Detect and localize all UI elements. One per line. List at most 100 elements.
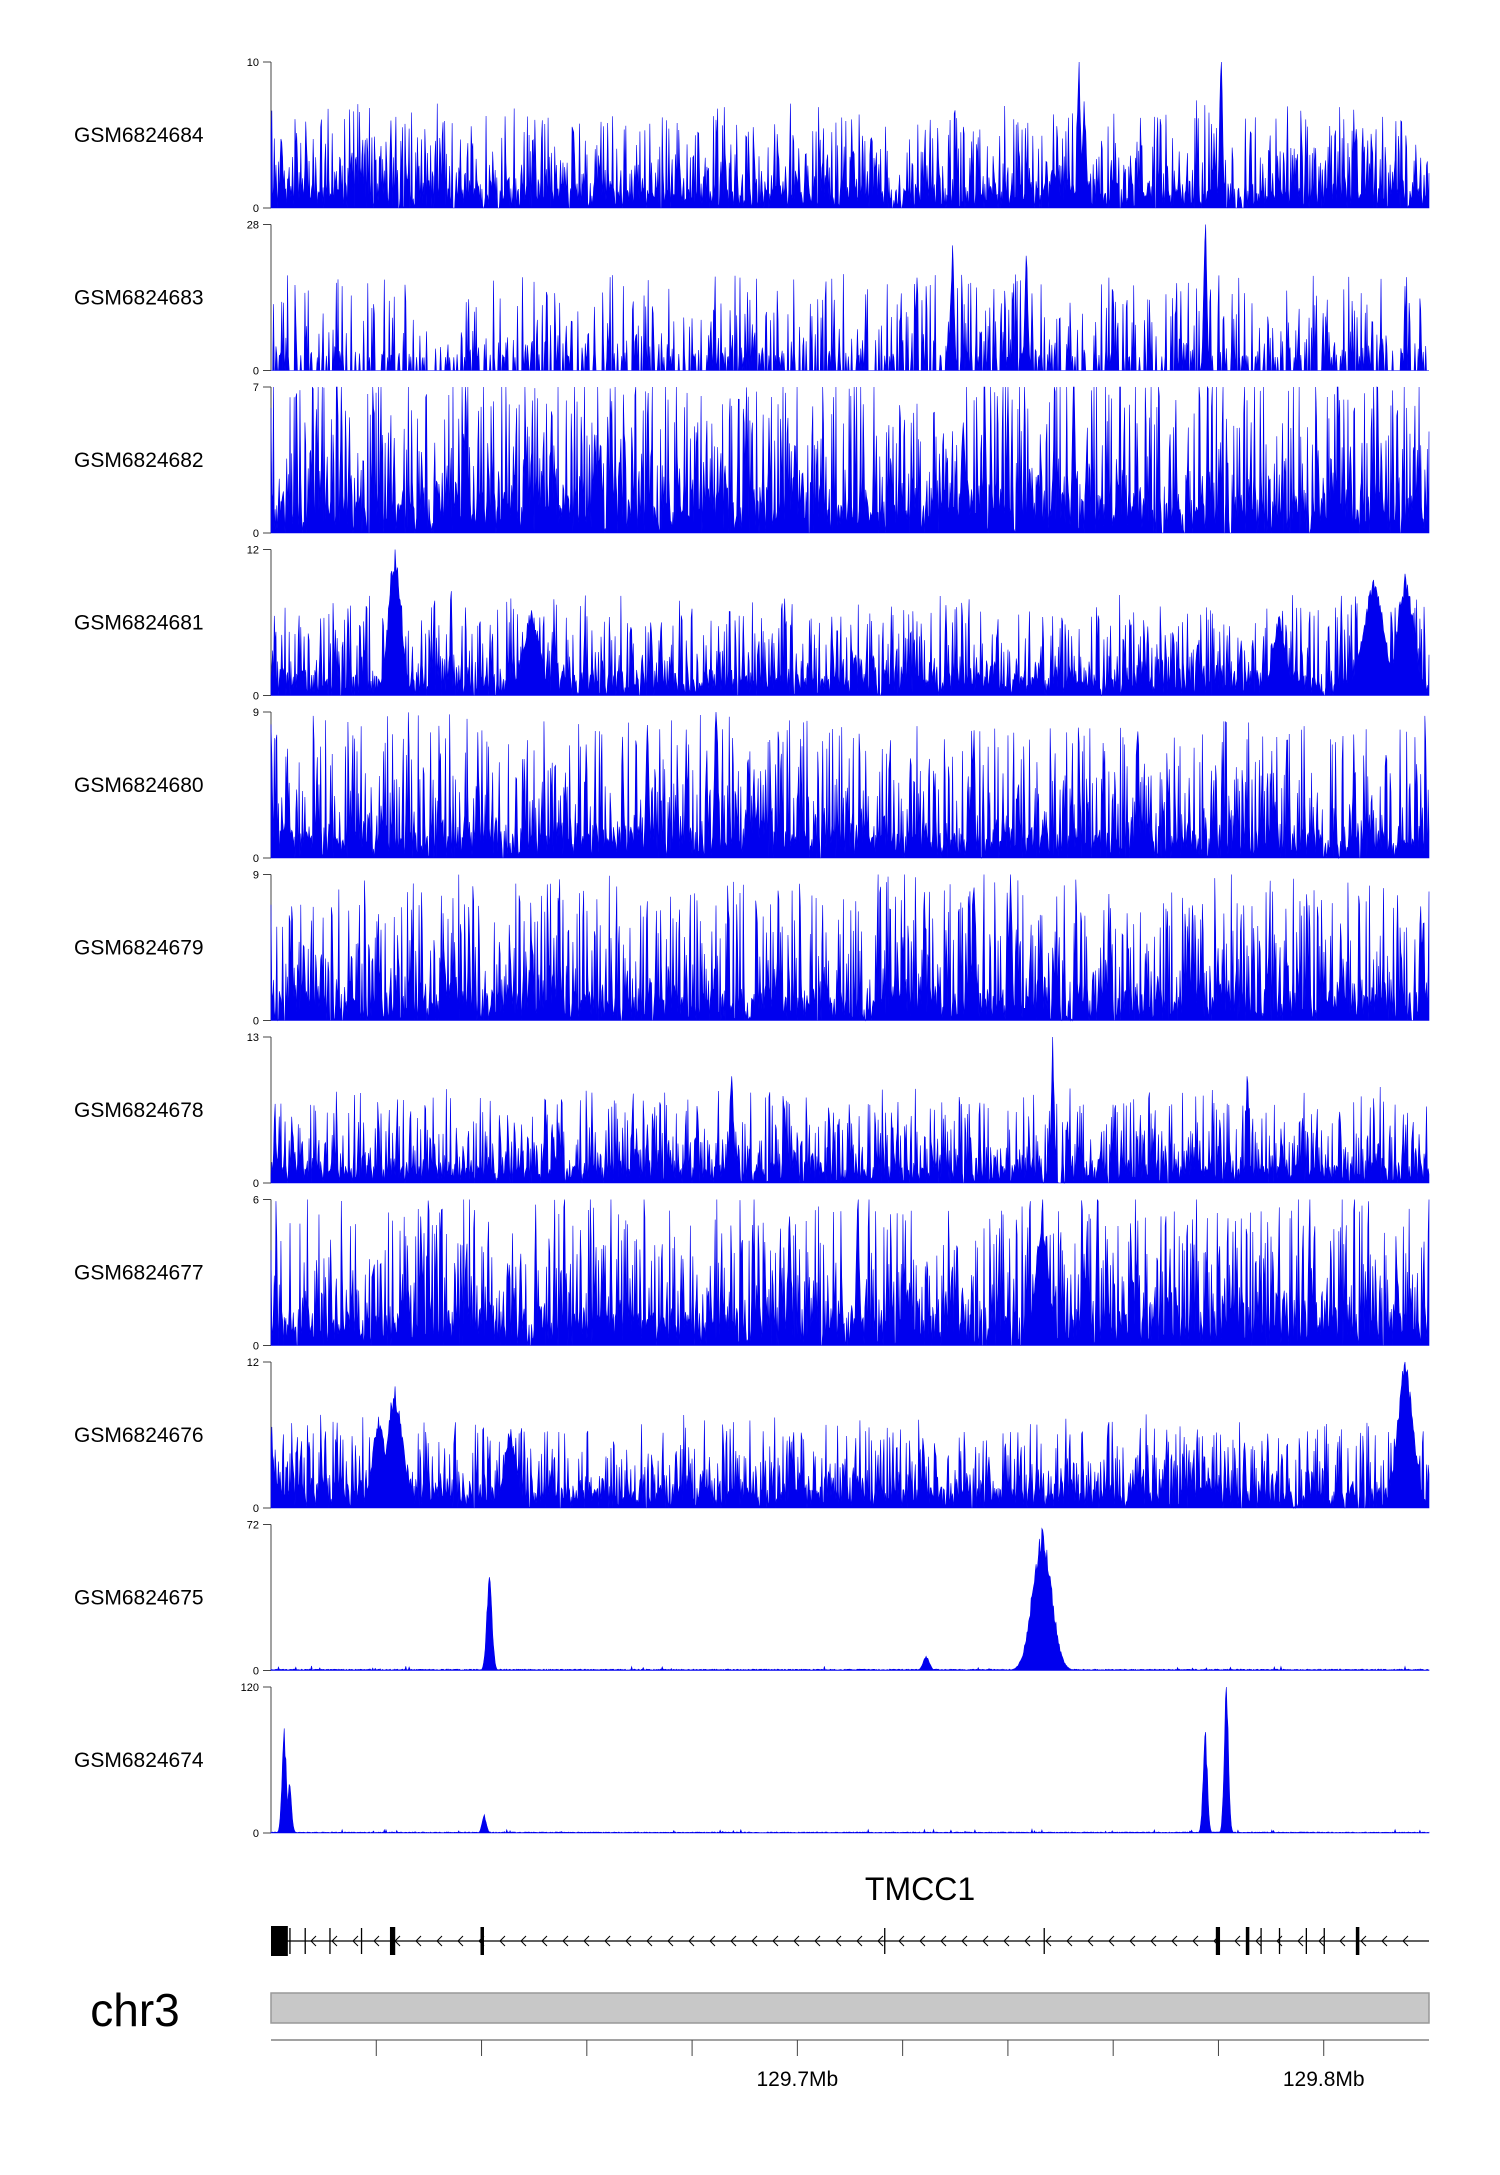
y-tick-label-min: 0	[253, 366, 259, 378]
strand-arrow	[1297, 1935, 1304, 1947]
coverage-area	[270, 549, 1430, 697]
strand-arrow	[1402, 1935, 1409, 1947]
strand-arrow	[310, 1935, 317, 1947]
track-GSM6824682: GSM6824682 7 0	[74, 382, 1430, 540]
y-tick-label-max: 28	[247, 220, 259, 232]
strand-arrow	[415, 1935, 422, 1947]
exon	[1245, 1927, 1250, 1955]
strand-arrow	[688, 1935, 695, 1947]
genomic-axis: 129.7Mb 129.8Mb	[271, 2039, 1429, 2091]
strand-arrow	[856, 1935, 863, 1947]
track-label: GSM6824675	[74, 1587, 204, 1610]
strand-arrow	[793, 1935, 800, 1947]
track-label: GSM6824680	[74, 774, 204, 797]
strand-arrow	[1171, 1935, 1178, 1947]
exon	[389, 1927, 396, 1955]
coverage-area	[270, 1361, 1430, 1510]
track-GSM6824684: GSM6824684 10 0	[74, 57, 1430, 215]
coverage-area	[270, 874, 1430, 1022]
strand-arrow	[709, 1935, 716, 1947]
strand-arrow	[1318, 1935, 1325, 1947]
y-tick-label-max: 9	[253, 870, 259, 882]
y-tick-label-max: 10	[247, 57, 259, 69]
exon	[271, 1926, 288, 1956]
strand-arrow	[940, 1935, 947, 1947]
coverage-area	[270, 1199, 1430, 1346]
x-tick-label: 129.7Mb	[756, 2068, 838, 2091]
y-tick-label-max: 7	[253, 382, 259, 394]
track-GSM6824677: GSM6824677 6 0	[74, 1195, 1430, 1353]
strand-arrow	[1276, 1935, 1283, 1947]
y-tick-label-max: 12	[247, 1357, 259, 1369]
coverage-area	[271, 224, 1429, 371]
coverage-area	[270, 711, 1430, 860]
strand-arrow	[625, 1935, 632, 1947]
y-tick-label-max: 9	[253, 707, 259, 719]
strand-arrow	[667, 1935, 674, 1947]
strand-arrow	[982, 1935, 989, 1947]
strand-arrow	[1108, 1935, 1115, 1947]
strand-arrow	[814, 1935, 821, 1947]
track-GSM6824679: GSM6824679 9 0	[74, 870, 1430, 1028]
strand-arrow	[961, 1935, 968, 1947]
gene-model-track: TMCC1	[271, 1871, 1429, 1956]
y-tick-label-max: 13	[247, 1032, 259, 1044]
track-GSM6824674: GSM6824674 120 0	[74, 1682, 1430, 1840]
strand-arrow	[877, 1935, 884, 1947]
exon	[1215, 1927, 1221, 1955]
strand-arrow	[1360, 1935, 1367, 1947]
y-tick-label-min: 0	[253, 1016, 259, 1028]
strand-arrow	[604, 1935, 611, 1947]
y-tick-label-max: 120	[241, 1682, 259, 1694]
strand-arrow	[646, 1935, 653, 1947]
y-tick-label-max: 72	[247, 1520, 259, 1532]
y-tick-label-min: 0	[253, 1341, 259, 1353]
track-GSM6824676: GSM6824676 12 0	[74, 1357, 1430, 1515]
track-label: GSM6824678	[74, 1099, 204, 1122]
gene-name-label: TMCC1	[865, 1871, 975, 1907]
strand-arrow	[835, 1935, 842, 1947]
y-tick-label-min: 0	[253, 1828, 259, 1840]
coverage-area	[270, 1527, 1430, 1671]
strand-arrow	[520, 1935, 527, 1947]
track-label: GSM6824676	[74, 1424, 204, 1447]
strand-arrow	[1234, 1935, 1241, 1947]
y-tick-label-min: 0	[253, 1666, 259, 1678]
strand-arrow	[541, 1935, 548, 1947]
strand-arrow	[919, 1935, 926, 1947]
track-label: GSM6824684	[74, 124, 204, 147]
strand-arrow	[1339, 1935, 1346, 1947]
strand-arrow	[562, 1935, 569, 1947]
strand-arrow	[1192, 1935, 1199, 1947]
track-label: GSM6824681	[74, 612, 204, 635]
strand-arrow	[436, 1935, 443, 1947]
strand-arrow	[352, 1935, 359, 1947]
strand-arrow	[373, 1935, 380, 1947]
track-GSM6824681: GSM6824681 12 0	[74, 545, 1430, 703]
y-tick-label-min: 0	[253, 853, 259, 865]
track-label: GSM6824682	[74, 449, 204, 472]
strand-arrow	[331, 1935, 338, 1947]
strand-arrow	[898, 1935, 905, 1947]
coverage-area	[270, 385, 1430, 534]
track-GSM6824678: GSM6824678 13 0	[74, 1032, 1430, 1190]
track-GSM6824680: GSM6824680 9 0	[74, 707, 1430, 865]
y-tick-label-min: 0	[253, 691, 259, 703]
exon	[1355, 1927, 1360, 1955]
x-tick-label: 129.8Mb	[1283, 2068, 1365, 2091]
strand-arrow	[1255, 1935, 1262, 1947]
chromosome-label: chr3	[90, 1984, 179, 2036]
track-label: GSM6824677	[74, 1262, 204, 1285]
strand-arrow	[730, 1935, 737, 1947]
strand-arrow	[1003, 1935, 1010, 1947]
track-GSM6824675: GSM6824675 72 0	[74, 1520, 1430, 1678]
strand-arrow	[457, 1935, 464, 1947]
track-label: GSM6824674	[74, 1749, 204, 1772]
track-label: GSM6824683	[74, 287, 204, 310]
tracks-layer: GSM6824684100GSM6824683280GSM682468270GS…	[74, 57, 1430, 1840]
strand-arrow	[772, 1935, 779, 1947]
strand-arrow	[1150, 1935, 1157, 1947]
track-label: GSM6824679	[74, 937, 204, 960]
strand-arrow	[499, 1935, 506, 1947]
